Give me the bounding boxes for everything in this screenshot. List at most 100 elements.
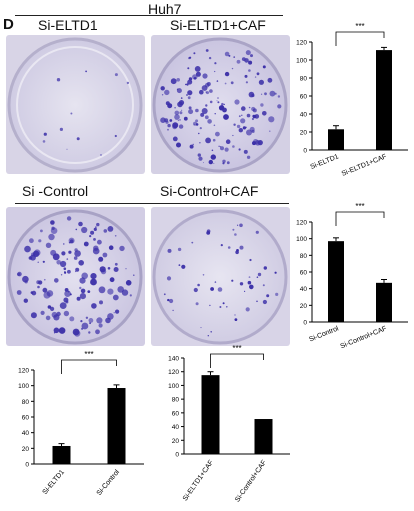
colony-dot — [277, 95, 281, 98]
colony-dot — [209, 89, 213, 93]
colony-dot — [188, 57, 191, 60]
colony-dot — [91, 303, 97, 309]
colony-dot — [76, 137, 80, 141]
colony-dot — [24, 245, 31, 253]
colony-dot — [114, 262, 118, 266]
colony-dot — [45, 242, 52, 248]
colony-dot — [97, 239, 102, 245]
colony-dot — [103, 229, 108, 233]
colony-dot — [99, 300, 103, 305]
cell-line-title: Huh7 — [148, 1, 182, 17]
row2-right-label: Si-Control+CAF — [160, 183, 259, 199]
colony-dot — [53, 327, 60, 334]
colony-dot — [92, 277, 94, 279]
colony-dot — [53, 332, 56, 334]
dish-photo-si-control — [6, 207, 145, 346]
colony-dot — [208, 159, 213, 165]
colony-dot — [224, 147, 229, 152]
colony-dot — [114, 134, 117, 138]
colony-dot — [243, 149, 248, 154]
colony-dot — [176, 78, 180, 82]
colony-dot — [214, 281, 217, 283]
colony-dot — [256, 276, 259, 278]
colony-dot — [274, 92, 277, 95]
colony-dot — [129, 294, 132, 297]
colony-dot — [224, 71, 230, 77]
bar — [52, 445, 71, 464]
chart-eltd1-vs-control: 0 20 40 60 80 100 120 Si-ELTD1 Si-Control *** — [18, 350, 144, 497]
dish-photo-si-eltd1 — [6, 35, 145, 174]
colony-dot — [247, 280, 252, 285]
colony-dot — [98, 323, 103, 328]
colony-dot — [89, 235, 92, 238]
colony-dot — [210, 154, 216, 160]
colony-dot — [214, 70, 216, 73]
colony-dot — [160, 86, 165, 91]
colony-dot — [178, 124, 184, 129]
colony-dot — [225, 139, 231, 144]
colony-dot — [68, 241, 71, 244]
middle-rule — [15, 203, 289, 204]
colony-dot — [209, 100, 213, 104]
colony-dot — [68, 250, 72, 254]
colony-dot — [108, 245, 114, 250]
colony-dot — [234, 233, 237, 236]
colony-dot — [45, 315, 51, 321]
colony-dot — [125, 280, 132, 286]
colony-dot — [262, 111, 267, 116]
colony-dot — [31, 290, 37, 296]
colony-dot — [236, 124, 241, 129]
colony-dot — [222, 302, 225, 305]
colony-dot — [121, 289, 129, 296]
y-tick-label: 20 — [22, 446, 30, 453]
colony-dot — [256, 72, 260, 76]
colony-dot — [160, 117, 166, 123]
colony-dot — [236, 249, 239, 252]
colony-dot — [115, 309, 120, 314]
colony-dot — [50, 220, 55, 225]
colony-dot — [192, 143, 194, 146]
significance-stars: *** — [232, 344, 241, 353]
colony-dot — [241, 114, 243, 117]
y-tick-label: 80 — [300, 253, 308, 260]
colony-dot — [40, 310, 45, 315]
colony-dot — [238, 148, 241, 151]
colony-dot — [61, 251, 66, 256]
colony-dot — [200, 112, 205, 117]
colony-dot — [195, 71, 201, 77]
y-tick-label: 120 — [296, 40, 307, 47]
colony-dot — [205, 49, 209, 52]
colony-dot — [181, 109, 183, 111]
colony-dot — [79, 277, 86, 284]
colony-dot — [178, 100, 185, 106]
colony-dot — [176, 88, 182, 94]
colony-dot — [252, 141, 256, 146]
y-tick-label: 60 — [172, 410, 180, 417]
significance-stars: *** — [355, 22, 364, 31]
colony-dot — [234, 99, 240, 105]
colony-dot — [85, 316, 89, 319]
colony-dot — [199, 89, 204, 95]
x-tick-label: Si-ELTD1 — [41, 469, 66, 496]
colony-dot — [174, 106, 176, 109]
colony-dot — [205, 104, 208, 107]
colony-dot — [54, 278, 59, 283]
x-tick-label: Si-ELTD1+CAF — [341, 153, 388, 177]
colony-dot — [269, 130, 271, 132]
colony-dot — [199, 127, 202, 130]
colony-dot — [207, 335, 209, 337]
colony-dot — [256, 300, 258, 303]
colony-dot — [248, 276, 251, 278]
colony-dot — [87, 290, 91, 293]
colony-dot — [198, 132, 200, 135]
colony-dot — [167, 123, 171, 128]
chart-eltd1-vs-caf: 0 20 40 60 80 100 120 Si-ELTD1 Si-ELTD1+CAF *** — [296, 22, 408, 178]
colony-dot — [277, 104, 282, 109]
colony-dot — [174, 110, 180, 116]
y-tick-label: 100 — [18, 383, 29, 390]
y-tick-label: 120 — [168, 369, 179, 376]
colony-dot — [218, 145, 220, 147]
x-tick-label: Si-ELTD1+CAF — [182, 459, 215, 502]
colony-dot — [84, 243, 86, 246]
colony-dot — [187, 96, 191, 100]
